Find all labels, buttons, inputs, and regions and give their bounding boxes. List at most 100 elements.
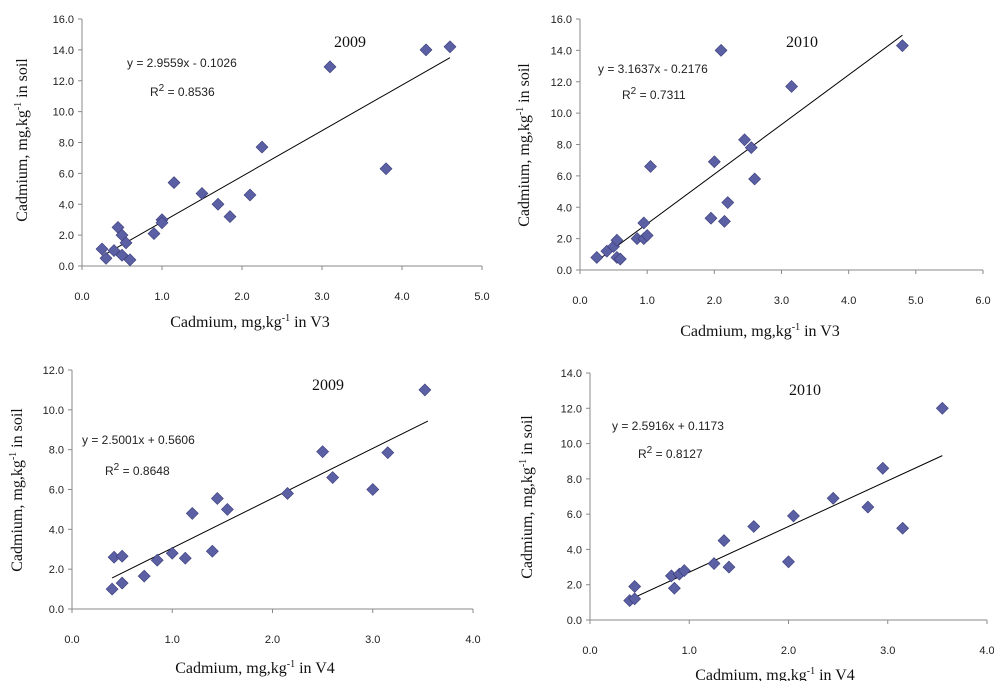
y-tick-label: 6.0 <box>557 171 572 183</box>
x-axis-label: Cadmium, mg,kg-1 in V3 <box>680 322 840 340</box>
data-point-marker <box>782 555 795 569</box>
data-point-marker <box>281 487 294 500</box>
x-tick-label: 1.0 <box>640 295 655 307</box>
y-tick-label: 10.0 <box>551 108 572 120</box>
trend-line <box>629 455 943 601</box>
data-point-marker <box>717 214 731 228</box>
x-tick-label: 4.0 <box>979 645 994 657</box>
data-point-marker <box>610 233 624 247</box>
data-point-marker <box>223 210 237 224</box>
data-point-marker <box>255 140 269 154</box>
data-point-marker <box>419 43 433 57</box>
chart-year-label: 2009 <box>334 34 366 51</box>
data-point-marker <box>95 242 109 256</box>
chart-year-label: 2010 <box>789 382 821 399</box>
y-tick-label: 0.0 <box>49 604 64 616</box>
data-point-marker <box>707 155 721 169</box>
y-tick-label: 2.0 <box>567 580 582 592</box>
data-point-marker <box>628 592 642 606</box>
y-tick-label: 8.0 <box>49 445 64 457</box>
data-point-marker <box>167 176 181 190</box>
x-tick-label: 5.0 <box>908 295 923 307</box>
data-point-marker <box>115 576 129 590</box>
data-point-marker <box>107 244 121 257</box>
y-tick-label: 2.0 <box>49 564 64 576</box>
data-point-marker <box>115 549 129 563</box>
data-point-marker <box>667 581 681 595</box>
y-tick-label: 6.0 <box>49 485 64 497</box>
y-tick-label: 6.0 <box>59 168 74 180</box>
data-point-marker <box>613 252 627 266</box>
x-tick-label: 3.0 <box>314 291 329 303</box>
data-point-marker <box>826 491 840 505</box>
x-tick-label: 2.0 <box>234 291 249 303</box>
y-tick-label: 12.0 <box>43 365 64 377</box>
y-tick-label: 8.0 <box>567 474 582 486</box>
x-tick-label: 4.0 <box>465 634 480 646</box>
y-tick-label: 12.0 <box>561 403 582 415</box>
data-point-marker <box>137 569 151 583</box>
data-point-marker <box>590 251 604 264</box>
x-tick-label: 1.0 <box>165 634 180 646</box>
x-tick-label: 0.0 <box>582 645 597 657</box>
x-tick-label: 0.0 <box>74 291 89 303</box>
y-axis-label: Cadmium, mg,kg-1 in soil <box>518 415 536 579</box>
data-point-marker <box>721 196 735 209</box>
r-squared-label: R2 = 0.8536 <box>150 83 215 99</box>
data-point-marker <box>644 160 657 173</box>
data-point-marker <box>935 401 949 415</box>
data-point-marker <box>155 216 169 230</box>
y-tick-label: 2.0 <box>59 230 74 242</box>
x-tick-label: 2.0 <box>707 295 722 307</box>
data-point-marker <box>185 506 199 520</box>
x-tick-label: 2.0 <box>265 634 280 646</box>
data-point-marker <box>744 141 758 155</box>
data-point-marker <box>123 253 137 267</box>
data-point-marker <box>115 248 129 262</box>
r-squared-label: R2 = 0.8648 <box>105 462 170 478</box>
data-point-marker <box>119 236 133 250</box>
x-tick-label: 3.0 <box>880 645 895 657</box>
data-point-marker <box>677 564 691 578</box>
data-point-marker <box>443 40 457 54</box>
data-point-marker <box>379 162 393 176</box>
data-point-marker <box>326 471 340 484</box>
x-tick-label: 1.0 <box>682 645 697 657</box>
data-point-marker <box>717 534 731 548</box>
data-point-marker <box>195 187 209 200</box>
data-point-marker <box>147 227 161 241</box>
y-tick-label: 0.0 <box>567 615 582 627</box>
data-point-marker <box>785 80 798 93</box>
x-axis-label: Cadmium, mg,kg-1 in V4 <box>695 666 855 681</box>
scatter-chart-2: 0.0 2.0 4.0 6.0 8.0 10.0 12.0 14.0 16.0 0.0 1.0 2.0… <box>515 14 991 340</box>
trend-line <box>111 420 429 579</box>
data-point-marker <box>220 502 234 516</box>
y-axis-label: Cadmium, mg,kg-1 in soil <box>13 58 31 222</box>
y-tick-label: 4.0 <box>49 524 64 536</box>
data-point-marker <box>323 60 337 74</box>
y-tick-label: 12.0 <box>53 76 74 88</box>
x-tick-label: 4.0 <box>394 291 409 303</box>
y-tick-label: 8.0 <box>59 138 74 150</box>
data-point-marker <box>205 544 219 558</box>
chart-year-label: 2009 <box>312 377 344 394</box>
data-point-marker <box>861 500 875 514</box>
y-tick-label: 4.0 <box>59 199 74 211</box>
y-tick-label: 10.0 <box>561 439 582 451</box>
y-tick-label: 10.0 <box>53 107 74 119</box>
x-tick-label: 5.0 <box>474 291 489 303</box>
x-tick-label: 0.0 <box>64 634 79 646</box>
data-point-marker <box>637 216 651 230</box>
y-tick-label: 8.0 <box>557 140 572 152</box>
regression-equation: y = 2.5001x + 0.5606 <box>82 433 195 447</box>
x-tick-label: 6.0 <box>975 295 990 307</box>
x-tick-label: 3.0 <box>774 295 789 307</box>
data-point-marker <box>714 43 728 57</box>
data-point-marker <box>178 551 192 565</box>
data-point-marker <box>105 582 119 596</box>
data-point-marker <box>165 546 179 560</box>
y-tick-label: 6.0 <box>567 509 582 521</box>
data-point-marker <box>704 211 718 225</box>
data-point-marker <box>628 580 642 593</box>
